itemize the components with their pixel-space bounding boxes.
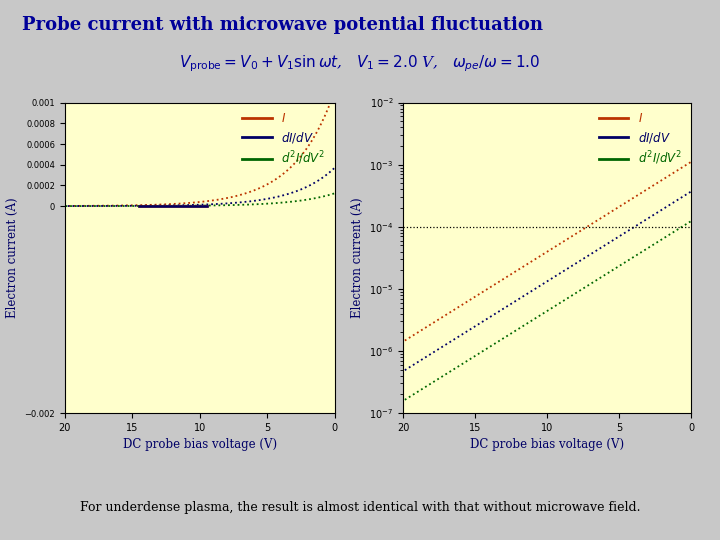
Text: $V_{\rm probe}=V_0+V_1\sin\omega t$,   $V_1=2.0$ V,   $\omega_{pe}/\omega = 1.0$: $V_{\rm probe}=V_0+V_1\sin\omega t$, $V_… xyxy=(179,53,541,74)
Text: For underdense plasma, the result is almost identical with that without microwav: For underdense plasma, the result is alm… xyxy=(80,501,640,514)
Legend: $I$, $dI/dV$, $d^2I/dV^2$: $I$, $dI/dV$, $d^2I/dV^2$ xyxy=(595,109,685,171)
Y-axis label: Electron current (A): Electron current (A) xyxy=(351,198,364,318)
Legend: $I$, $dI/dV$, $d^2I/dV^2$: $I$, $dI/dV$, $d^2I/dV^2$ xyxy=(238,109,329,171)
Y-axis label: Electron current (A): Electron current (A) xyxy=(6,198,19,318)
Text: Probe current with microwave potential fluctuation: Probe current with microwave potential f… xyxy=(22,16,543,34)
X-axis label: DC probe bias voltage (V): DC probe bias voltage (V) xyxy=(470,438,624,451)
X-axis label: DC probe bias voltage (V): DC probe bias voltage (V) xyxy=(122,438,277,451)
